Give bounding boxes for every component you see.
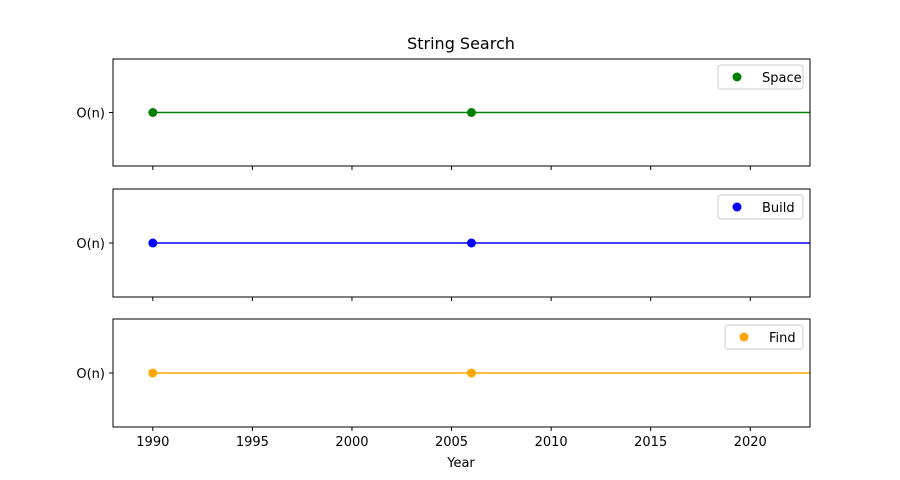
x-tick-label-2005: 2005 [435, 435, 468, 450]
data-point-build-1 [148, 238, 158, 248]
data-point-build-2 [466, 238, 476, 248]
x-axis: 1990 1995 2000 2005 2010 2015 2020 [136, 435, 767, 450]
x-tick-label-2015: 2015 [634, 435, 667, 450]
data-point-space-2 [466, 108, 476, 117]
legend-marker-find [739, 332, 749, 342]
legend-find: Find [724, 324, 804, 350]
legend-marker-space [732, 72, 742, 82]
legend-build: Build [717, 194, 804, 220]
y-tick-label-space: O(n) [76, 107, 105, 122]
x-tick-label-2000: 2000 [335, 435, 368, 450]
data-point-space-1 [148, 108, 158, 117]
subplot-build: O(n) Build [76, 188, 811, 301]
x-tick-label-2020: 2020 [734, 435, 767, 450]
data-point-find-2 [466, 368, 476, 378]
legend-box-find [724, 324, 804, 350]
y-tick-label-find: O(n) [76, 367, 105, 382]
data-point-find-1 [148, 368, 158, 378]
legend-box-space [717, 64, 804, 90]
subplot-find: O(n) Find [76, 318, 811, 431]
subplot-space: O(n) Space [76, 58, 811, 170]
x-tick-label-1995: 1995 [236, 435, 269, 450]
x-tick-label-1990: 1990 [136, 435, 169, 450]
y-tick-label-build: O(n) [76, 237, 105, 252]
legend-label-space: Space [762, 71, 802, 86]
legend-space: Space [717, 64, 804, 90]
x-axis-label: Year [446, 456, 475, 471]
legend-label-build: Build [762, 201, 795, 216]
legend-label-find: Find [769, 331, 796, 346]
chart-title: String Search [407, 34, 515, 53]
legend-marker-build [732, 202, 742, 212]
legend-box-build [717, 194, 804, 220]
x-tick-label-2010: 2010 [535, 435, 568, 450]
subplot-panels: O(n) Space O(n) Build O(n) Find [76, 58, 811, 431]
